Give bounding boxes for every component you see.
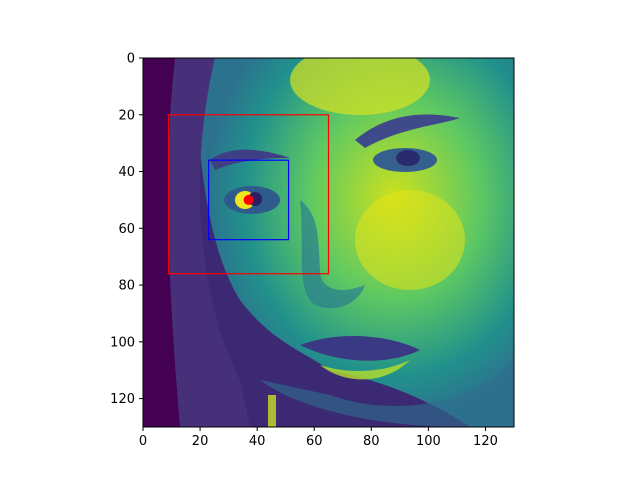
y-tick-label: 80 (118, 279, 135, 294)
blue-bounding-box (208, 159, 290, 241)
right-eyebrow (355, 114, 460, 148)
forehead-highlight (290, 58, 430, 115)
red-center-point (243, 194, 254, 205)
nose (300, 200, 365, 309)
jaw-shadow (260, 360, 514, 427)
y-axis: 0 20 40 60 80 100 120 (110, 52, 143, 407)
y-tick-label: 0 (127, 52, 135, 67)
mouth (300, 335, 420, 361)
x-axis: 0 20 40 60 80 100 120 (139, 427, 498, 449)
y-tick-label: 100 (110, 335, 135, 350)
y-tick-label: 40 (118, 165, 135, 180)
cheek-highlight (355, 190, 465, 290)
y-tick-label: 120 (110, 392, 135, 407)
x-tick-label: 100 (416, 434, 441, 449)
x-tick-label: 0 (139, 434, 147, 449)
lower-lip (320, 360, 410, 380)
overlay-layer (168, 114, 330, 275)
y-tick-label: 60 (118, 222, 135, 237)
x-tick-label: 40 (249, 434, 266, 449)
hair-dark-strip (143, 58, 180, 427)
x-tick-label: 120 (473, 434, 498, 449)
x-tick-label: 20 (192, 434, 209, 449)
axes-frame (142, 57, 515, 428)
y-tick-label: 20 (118, 108, 135, 123)
neck-highlight (268, 395, 276, 427)
x-tick-label: 60 (306, 434, 323, 449)
red-bounding-box (168, 114, 330, 275)
x-tick-label: 80 (363, 434, 380, 449)
